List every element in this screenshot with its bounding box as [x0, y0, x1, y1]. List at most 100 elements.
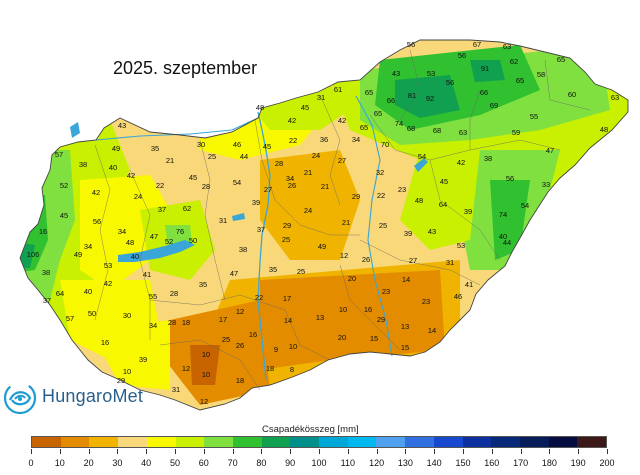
scale-tick: [347, 449, 349, 454]
station-value: 28: [275, 159, 283, 168]
station-value: 64: [439, 200, 447, 209]
scale-tick-label: 10: [54, 458, 65, 468]
station-value: 48: [600, 125, 608, 134]
station-value: 10: [123, 367, 131, 376]
station-value: 57: [66, 314, 74, 323]
scale-tick-label: 130: [397, 458, 413, 468]
station-value: 22: [377, 191, 385, 200]
station-value: 54: [521, 201, 529, 210]
station-value: 74: [395, 119, 403, 128]
station-value: 31: [172, 385, 180, 394]
station-value: 41: [143, 270, 151, 279]
station-value: 23: [398, 185, 406, 194]
scale-tick: [203, 449, 205, 454]
station-value: 48: [415, 196, 423, 205]
station-value: 38: [42, 268, 50, 277]
station-value: 42: [457, 158, 465, 167]
station-value: 35: [199, 280, 207, 289]
station-value: 60: [568, 90, 576, 99]
station-value: 31: [219, 216, 227, 225]
station-value: 57: [55, 150, 63, 159]
station-value: 81: [408, 91, 416, 100]
station-value: 42: [338, 116, 346, 125]
station-value: 63: [459, 128, 467, 137]
station-value: 40: [109, 163, 117, 172]
station-value: 47: [230, 269, 238, 278]
station-value: 22: [289, 136, 297, 145]
scale-tick-label: 200: [599, 458, 615, 468]
scale-tick-label: 50: [169, 458, 181, 468]
station-value: 106: [27, 250, 40, 259]
scale-swatch: [232, 437, 262, 447]
station-value: 65: [360, 123, 368, 132]
scale-swatch: [462, 437, 492, 447]
station-value: 47: [546, 146, 554, 155]
station-value: 65: [516, 76, 524, 85]
station-value: 31: [317, 93, 325, 102]
station-value: 40: [131, 252, 139, 261]
station-value: 27: [338, 156, 346, 165]
scale-tick: [434, 449, 436, 454]
scale-tick: [520, 449, 522, 454]
station-value: 62: [510, 57, 518, 66]
station-value: 59: [512, 128, 520, 137]
station-value: 45: [301, 103, 309, 112]
station-value: 25: [379, 221, 387, 230]
station-value: 37: [43, 296, 51, 305]
station-value: 48: [126, 238, 134, 247]
station-value: 29: [352, 192, 360, 201]
station-value: 66: [387, 96, 395, 105]
station-value: 23: [422, 297, 430, 306]
station-value: 13: [316, 313, 324, 322]
scale-tick-label: 160: [484, 458, 500, 468]
station-value: 65: [557, 55, 565, 64]
station-value: 29: [377, 315, 385, 324]
station-value: 52: [60, 181, 68, 190]
scale-tick: [175, 449, 176, 454]
station-value: 16: [101, 338, 109, 347]
station-value: 14: [284, 316, 292, 325]
scale-tick-label: 110: [340, 458, 355, 468]
scale-swatch: [261, 437, 291, 447]
scale-tick: [261, 449, 263, 454]
station-value: 56: [458, 51, 466, 60]
scale-tick: [117, 449, 119, 454]
station-value: 35: [269, 265, 277, 274]
station-value: 49: [318, 242, 326, 251]
scale-tick: [491, 449, 493, 454]
station-value: 12: [236, 307, 244, 316]
scale-tick-label: 80: [256, 458, 267, 468]
station-value: 12: [340, 251, 348, 260]
station-value: 53: [427, 69, 435, 78]
scale-tick-label: 20: [83, 458, 94, 468]
station-value: 40: [499, 232, 507, 241]
station-value: 28: [170, 289, 178, 298]
station-value: 46: [233, 140, 241, 149]
station-value: 21: [342, 218, 350, 227]
scale-tick: [146, 449, 148, 454]
station-value: 27: [409, 256, 417, 265]
scale-tick-label: 150: [455, 458, 471, 468]
scale-swatch: [519, 437, 549, 447]
station-value: 16: [249, 330, 257, 339]
station-value: 14: [428, 326, 436, 335]
station-value: 26: [288, 181, 296, 190]
scale-swatch: [89, 437, 119, 447]
scale-swatch: [118, 437, 147, 447]
station-value: 12: [200, 397, 208, 406]
scale-tick-label: 90: [285, 458, 296, 468]
station-value: 10: [202, 350, 210, 359]
station-value: 28: [202, 182, 210, 191]
station-value: 34: [149, 321, 157, 330]
scale-tick: [88, 449, 90, 454]
station-value: 38: [79, 160, 87, 169]
station-value: 18: [266, 364, 274, 373]
station-value: 42: [104, 279, 112, 288]
scale-tick: [463, 449, 464, 454]
scale-tick: [31, 449, 32, 454]
station-value: 56: [506, 174, 514, 183]
scale-swatch: [405, 437, 434, 447]
station-value: 43: [118, 121, 126, 130]
scale-tick-label: 170: [513, 458, 529, 468]
legend-title: Csapadékösszeg [mm]: [262, 424, 359, 435]
